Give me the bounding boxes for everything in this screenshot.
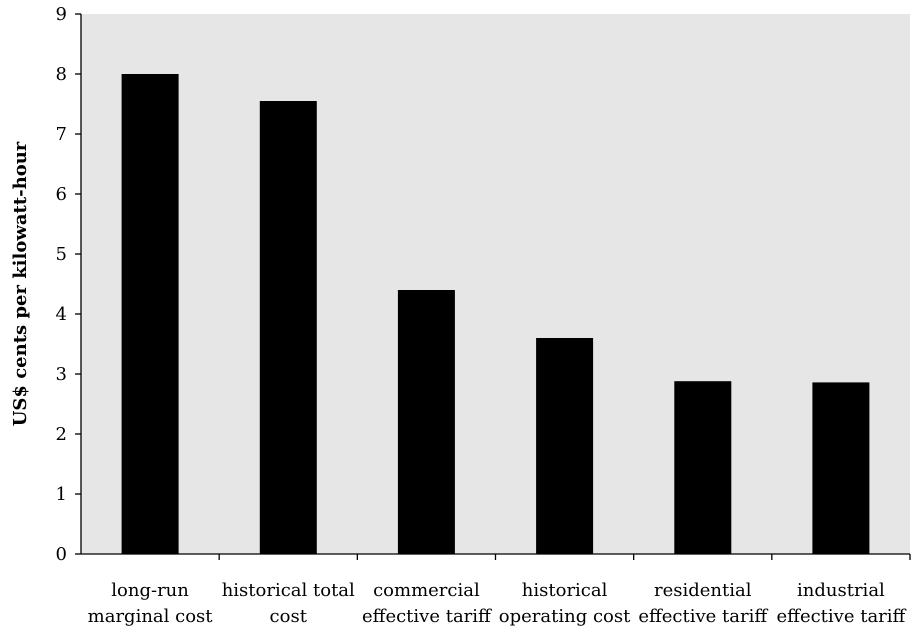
y-axis-title: US$ cents per kilowatt-hour (10, 141, 31, 426)
y-tick-label: 9 (56, 4, 67, 25)
y-tick-label: 2 (56, 424, 67, 445)
bar (121, 74, 179, 554)
bar (536, 338, 594, 554)
bar (812, 382, 870, 554)
x-category-label: residential effective tariff (638, 580, 768, 627)
y-tick-label: 8 (56, 64, 67, 85)
x-category-label: historical total cost (222, 580, 355, 627)
bar (259, 101, 317, 554)
y-tick-label: 3 (56, 364, 67, 385)
y-tick-label: 4 (56, 304, 67, 325)
y-tick-label: 0 (56, 544, 67, 565)
bar (674, 381, 732, 554)
y-tick-label: 6 (56, 184, 67, 205)
x-category-label: industrial effective tariff (777, 580, 907, 627)
x-category-label: historical operating cost (499, 580, 631, 627)
y-tick-label: 5 (56, 244, 67, 265)
x-category-label: long-run marginal cost (88, 580, 214, 627)
bar (397, 290, 455, 554)
y-tick-label: 1 (56, 484, 67, 505)
y-tick-label: 7 (56, 124, 67, 145)
x-category-label: commercial effective tariff (362, 580, 492, 627)
plot-background (81, 14, 910, 554)
